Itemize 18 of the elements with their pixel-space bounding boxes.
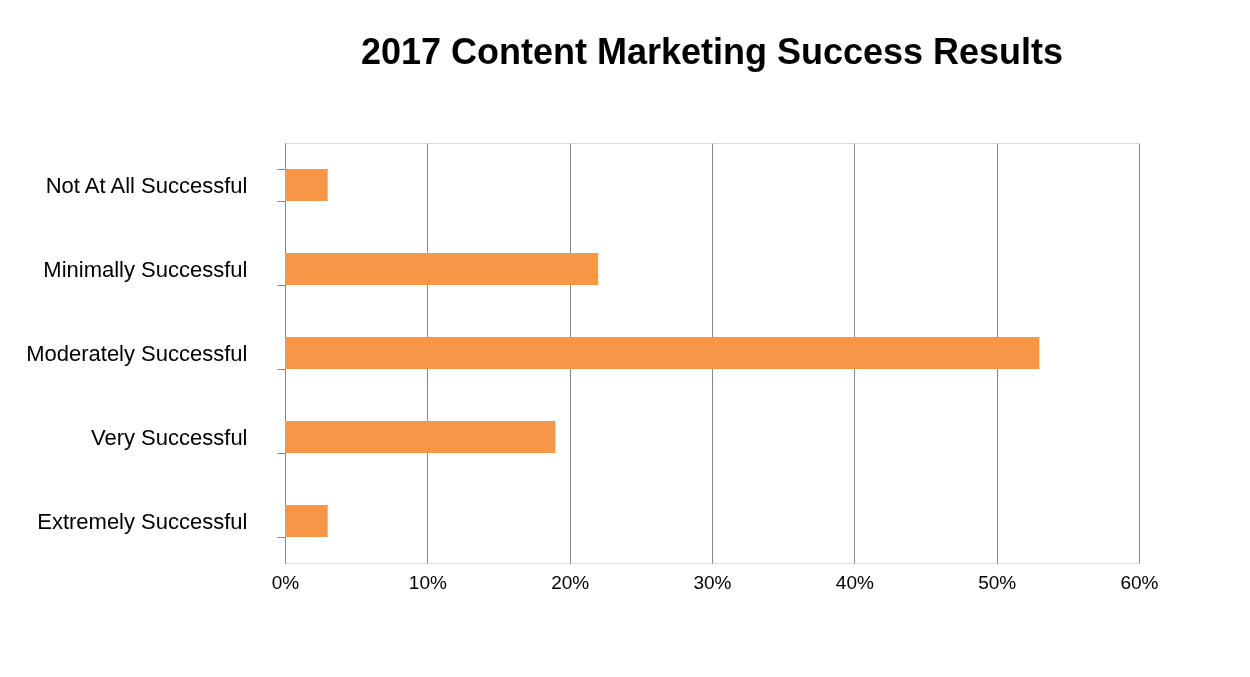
y-tick-label: Very Successful (90, 424, 248, 450)
y-tick-label: Moderately Successful (26, 340, 248, 366)
x-tick-label: 60% (1120, 571, 1159, 593)
x-tick-label: 30% (693, 571, 732, 593)
y-tick-label: Minimally Successful (43, 256, 248, 282)
x-tick-label: 10% (408, 571, 447, 593)
bar (285, 421, 556, 453)
x-tick-label: 40% (835, 571, 874, 593)
bar (285, 169, 328, 201)
x-tick-label: 0% (271, 571, 300, 593)
y-tick-label: Not At All Successful (45, 172, 248, 198)
x-tick-label: 20% (551, 571, 590, 593)
bar (285, 505, 328, 537)
bar (285, 253, 599, 285)
x-tick-label: 50% (978, 571, 1017, 593)
y-tick-label: Extremely Successful (37, 508, 248, 534)
bar (285, 337, 1040, 369)
chart-title: 2017 Content Marketing Success Results (360, 31, 1064, 72)
